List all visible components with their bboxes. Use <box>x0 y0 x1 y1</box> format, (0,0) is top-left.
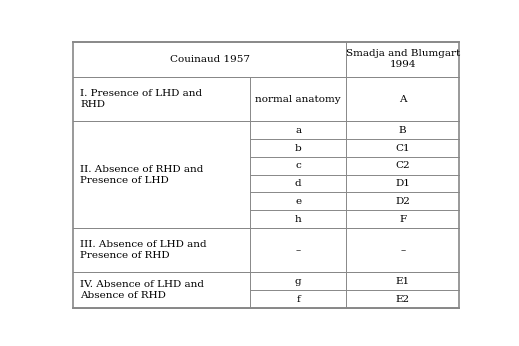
Text: D2: D2 <box>395 197 410 206</box>
Text: I. Presence of LHD and
RHD: I. Presence of LHD and RHD <box>80 89 202 109</box>
Text: III. Absence of LHD and
Presence of RHD: III. Absence of LHD and Presence of RHD <box>80 240 207 260</box>
Text: E2: E2 <box>395 294 410 303</box>
Text: II. Absence of RHD and
Presence of LHD: II. Absence of RHD and Presence of LHD <box>80 165 203 185</box>
Text: B: B <box>399 126 406 135</box>
Text: –: – <box>400 246 405 255</box>
Text: g: g <box>295 277 302 286</box>
Text: b: b <box>295 144 302 153</box>
Text: IV. Absence of LHD and
Absence of RHD: IV. Absence of LHD and Absence of RHD <box>80 280 204 300</box>
Text: h: h <box>295 215 302 224</box>
Text: a: a <box>295 126 301 135</box>
Text: c: c <box>295 161 301 170</box>
Text: –: – <box>295 246 301 255</box>
Text: E1: E1 <box>395 277 410 286</box>
Text: d: d <box>295 179 302 188</box>
Text: normal anatomy: normal anatomy <box>255 95 341 104</box>
Text: D1: D1 <box>395 179 410 188</box>
Text: C2: C2 <box>395 161 410 170</box>
Text: F: F <box>399 215 406 224</box>
Text: C1: C1 <box>395 144 410 153</box>
Text: Couinaud 1957: Couinaud 1957 <box>170 55 250 64</box>
Text: Smadja and Blumgart
1994: Smadja and Blumgart 1994 <box>346 49 460 69</box>
Text: e: e <box>295 197 301 206</box>
Text: f: f <box>296 294 300 303</box>
Text: A: A <box>399 95 406 104</box>
